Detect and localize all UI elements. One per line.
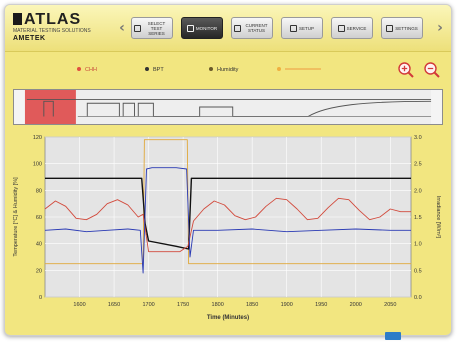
y-tick-label: 0	[39, 295, 42, 301]
list-icon	[134, 24, 141, 32]
main-chart: 0 20 40 60 80 100 120 0.0 0.5 1.0 1.5 2.0 2.5 3.0 16…	[13, 135, 441, 321]
x-tick-label: 1950	[315, 302, 327, 308]
service-icon	[337, 24, 345, 32]
overview-selection[interactable]	[24, 90, 76, 124]
footer-button[interactable]	[385, 332, 401, 340]
y2-tick-label: 1.5	[414, 215, 422, 221]
zoom-out-icon[interactable]	[423, 61, 441, 79]
overview-series	[43, 100, 432, 117]
y-tick-label: 40	[36, 242, 42, 248]
y2-axis-title: Irradiance [W/m²]	[435, 196, 441, 239]
nav-button-label: SETTINGS	[395, 25, 418, 31]
chevron-left-icon[interactable]: ‹	[119, 20, 125, 36]
chart-legend: CHH BPT Humidity	[5, 67, 451, 81]
legend-swatch	[145, 67, 149, 71]
series-line-2	[44, 167, 411, 274]
x-tick-label: 1750	[177, 302, 189, 308]
nav-select-test-series-button[interactable]: SELECT TEST SERIES	[131, 17, 173, 39]
legend-item-irradiance[interactable]	[277, 67, 321, 73]
legend-label: CHH	[85, 67, 97, 73]
y2-tick-label: 0.5	[414, 268, 422, 274]
series-line-1	[44, 197, 411, 253]
nav-button-label: SELECT TEST SERIES	[147, 20, 166, 36]
y-axis-title: Temperature [°C] & Humidity [%]	[13, 177, 19, 257]
nav-button-label: CURRENT STATUS	[245, 23, 268, 33]
brand-name: ATLAS	[13, 11, 81, 29]
nav-service-button[interactable]: SERVICE	[331, 17, 373, 39]
x-tick-label: 1900	[281, 302, 293, 308]
monitor-icon	[186, 24, 194, 32]
brand-parent: AMETEK	[13, 35, 46, 42]
legend-label: BPT	[153, 67, 164, 73]
x-tick-label: 2000	[350, 302, 362, 308]
app-window: ATLAS MATERIAL TESTING SOLUTIONS AMETEK …	[4, 4, 452, 336]
y-tick-label: 100	[33, 162, 42, 168]
x-tick-label: 1600	[73, 302, 85, 308]
series-layer	[44, 139, 411, 274]
nav-settings-button[interactable]: SETTINGS	[381, 17, 423, 39]
x-tick-label: 1800	[212, 302, 224, 308]
y-tick-label: 60	[36, 215, 42, 221]
y2-tick-label: 3.0	[414, 135, 422, 141]
nav-monitor-button[interactable]: MONITOR	[181, 17, 223, 39]
overview-navigator[interactable]	[13, 89, 443, 125]
nav-button-label: MONITOR	[195, 25, 218, 31]
x-axis-title: Time (Minutes)	[207, 315, 249, 321]
status-icon	[234, 24, 241, 32]
nav-setup-button[interactable]: SETUP	[281, 17, 323, 39]
y2-tick-label: 1.0	[414, 242, 422, 248]
legend-swatch	[77, 67, 81, 71]
settings-icon	[386, 24, 394, 32]
series-line-0	[45, 177, 411, 250]
zoom-in-icon[interactable]	[397, 61, 415, 79]
legend-line	[285, 68, 321, 70]
y2-tick-label: 2.5	[414, 162, 422, 168]
y-tick-label: 20	[36, 268, 42, 274]
y-tick-label: 120	[33, 135, 42, 141]
overview-background	[75, 90, 432, 124]
gridlines	[45, 136, 411, 298]
nav-current-status-button[interactable]: CURRENT STATUS	[231, 17, 273, 39]
y-axis-right: 0.0 0.5 1.0 1.5 2.0 2.5 3.0	[414, 135, 422, 301]
legend-item-humidity[interactable]: Humidity	[209, 67, 238, 73]
x-tick-label: 1650	[108, 302, 120, 308]
x-tick-label: 1850	[246, 302, 258, 308]
legend-swatch	[277, 67, 281, 71]
nav-button-label: SERVICE	[346, 25, 367, 31]
atlas-logo: ATLAS MATERIAL TESTING SOLUTIONS AMETEK	[13, 11, 111, 49]
y2-tick-label: 2.0	[414, 188, 422, 194]
y-tick-label: 80	[36, 188, 42, 194]
brand-tagline: MATERIAL TESTING SOLUTIONS	[13, 28, 91, 34]
legend-label: Humidity	[217, 67, 239, 73]
setup-icon	[289, 24, 297, 32]
nav-button-label: SETUP	[298, 25, 314, 31]
top-toolbar: ATLAS MATERIAL TESTING SOLUTIONS AMETEK …	[5, 5, 451, 52]
x-tick-label: 1700	[142, 302, 154, 308]
x-axis: 1600 1650 1700 1750 1800 1850 1900 1950 2000 2050	[73, 302, 396, 308]
series-line-3	[45, 139, 411, 265]
y-axis-left: 0 20 40 60 80 100 120	[33, 135, 42, 301]
y2-tick-label: 0.0	[414, 295, 422, 301]
legend-item-chh[interactable]: CHH	[77, 67, 97, 73]
chevron-right-icon[interactable]: ›	[437, 20, 443, 36]
legend-swatch	[209, 67, 213, 71]
legend-item-bpt[interactable]: BPT	[145, 67, 164, 73]
x-tick-label: 2050	[384, 302, 396, 308]
